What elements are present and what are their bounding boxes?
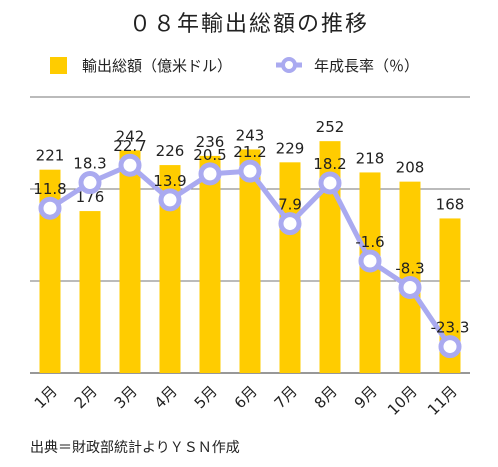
bar (119, 150, 141, 373)
bar-value-label: 176 (76, 188, 105, 206)
growth-value-label: 7.9 (278, 196, 302, 214)
bar-value-label: 243 (236, 126, 265, 144)
bar (279, 162, 301, 373)
legend-bar-label: 輸出総額（億米ドル） (82, 57, 232, 75)
bar (199, 155, 221, 373)
legend-line-label: 年成長率（％） (314, 57, 419, 75)
bar-value-label: 242 (116, 127, 145, 145)
growth-value-label: -1.6 (355, 233, 384, 251)
bar (159, 165, 181, 373)
bar (39, 169, 61, 373)
growth-value-label: 13.9 (153, 172, 186, 190)
growth-point (38, 196, 62, 220)
growth-point (398, 275, 422, 299)
legend: 輸出総額（億米ドル） 年成長率（％） (50, 57, 419, 75)
bar-value-label: 208 (396, 159, 425, 177)
growth-point (238, 159, 262, 183)
bar-series (39, 141, 461, 373)
source-note: 出典＝財政部統計よりＹＳＮ作成 (30, 440, 240, 456)
growth-value-label: -23.3 (431, 319, 470, 337)
bar-value-label: 236 (196, 133, 225, 151)
x-tick-label: 8月 (311, 382, 341, 412)
x-tick-label: 5月 (191, 382, 221, 412)
growth-point (118, 153, 142, 177)
x-tick-label: 7月 (271, 382, 301, 412)
bar (239, 149, 261, 373)
x-axis-tick-labels: 1月 2月 3月 4月 5月 6月 7月 8月 9月 10月 11月 (31, 382, 461, 419)
bar-value-label: 252 (316, 118, 345, 136)
growth-point (158, 188, 182, 212)
bar-value-label: 226 (156, 142, 185, 160)
growth-point (438, 335, 462, 359)
growth-value-label: 11.8 (33, 180, 66, 198)
growth-value-label: 21.2 (233, 143, 266, 161)
x-tick-label: 2月 (71, 382, 101, 412)
bar-value-label: 218 (356, 149, 385, 167)
x-tick-label: 10月 (384, 382, 421, 419)
bar (359, 172, 381, 373)
growth-point (278, 212, 302, 236)
chart-title: ０８年輸出総額の推移 (128, 12, 369, 37)
bar (79, 211, 101, 373)
legend-bar-swatch (50, 57, 67, 74)
bar-value-label: 221 (36, 147, 65, 165)
x-tick-label: 1月 (31, 382, 61, 412)
growth-value-label: 22.7 (113, 137, 146, 155)
growth-value-labels: 11.8 18.3 22.7 13.9 20.5 21.2 7.9 18.2 -1.6 -8.3 -… (33, 137, 469, 336)
growth-point (78, 171, 102, 195)
bar-value-label: 168 (436, 195, 465, 213)
growth-line-series (38, 153, 462, 359)
growth-value-label: 18.2 (313, 155, 346, 173)
x-tick-label: 6月 (231, 382, 261, 412)
bar-value-labels: 221 176 242 226 236 243 229 252 218 208 168 (36, 118, 465, 213)
growth-point (318, 171, 342, 195)
legend-line-marker (281, 57, 297, 73)
growth-point (358, 249, 382, 273)
growth-point (198, 162, 222, 186)
growth-value-label: 18.3 (73, 155, 106, 173)
x-tick-label: 4月 (151, 382, 181, 412)
growth-value-label: -8.3 (395, 259, 424, 277)
growth-value-label: 20.5 (193, 146, 226, 164)
bar-value-label: 229 (276, 139, 305, 157)
bar (319, 141, 341, 373)
x-tick-label: 3月 (111, 382, 141, 412)
x-tick-label: 9月 (351, 382, 381, 412)
x-tick-label: 11月 (424, 382, 461, 419)
